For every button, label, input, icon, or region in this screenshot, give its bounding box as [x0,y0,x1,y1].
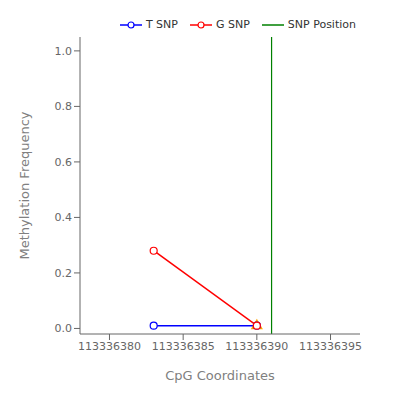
svg-text:0.0: 0.0 [55,322,73,335]
svg-text:Methylation Frequency: Methylation Frequency [17,111,32,259]
svg-text:113336380: 113336380 [78,340,141,353]
html-text:G SNP: G SNP [216,18,250,31]
svg-text:1.0: 1.0 [55,45,73,58]
svg-text:0.8: 0.8 [55,100,73,113]
svg-text:113336395: 113336395 [299,340,362,353]
svg-text:113336385: 113336385 [152,340,215,353]
html-text:T SNP: T SNP [145,18,178,31]
svg-text:0.6: 0.6 [55,156,73,169]
svg-text:113336390: 113336390 [225,340,288,353]
svg-text:CpG Coordinates: CpG Coordinates [165,368,275,383]
svg-text:0.4: 0.4 [55,211,73,224]
html-text:SNP Position: SNP Position [287,18,356,31]
svg-text:0.2: 0.2 [55,267,73,280]
